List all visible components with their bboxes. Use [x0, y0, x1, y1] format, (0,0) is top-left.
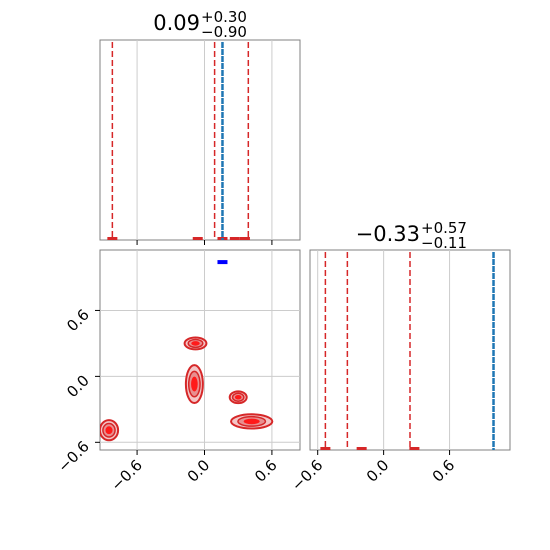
x-tick-label: 0.0 [184, 456, 214, 486]
joint-gridlines [100, 250, 300, 450]
histogram-y-gridlines [317, 250, 451, 450]
histogram-bar [320, 447, 331, 450]
y-tick-label: −0.6 [54, 437, 92, 475]
y-tick-label: 0.6 [63, 306, 93, 336]
histogram-y-marks [320, 252, 495, 450]
title-y-lower: −0.11 [421, 234, 467, 252]
title-x-upper: +0.30 [201, 8, 247, 26]
x-tick-label: 0.6 [251, 456, 281, 486]
joint-panel: −0.6 0.0 0.6 −0.6 0.0 0.6 [54, 249, 301, 495]
title-x-value: 0.09 [153, 11, 200, 35]
x-tick-label: 0.6 [429, 456, 459, 486]
contour-core [191, 376, 198, 392]
histogram-bar [192, 237, 203, 240]
contour-core [191, 341, 200, 346]
histogram-bar [229, 237, 240, 240]
histogram-x-gridlines [136, 40, 273, 240]
title-x-lower: −0.90 [201, 23, 247, 41]
histogram-bar [409, 447, 420, 450]
histogram-bar [356, 447, 367, 450]
joint-contours [100, 260, 274, 442]
joint-marks [100, 260, 274, 442]
y-tick-label: 0.0 [63, 371, 93, 401]
histogram-y-ticks: −0.6 0.0 0.6 [288, 450, 458, 495]
x-tick-label: 0.0 [363, 456, 393, 486]
histogram-x-ticks [136, 240, 273, 245]
truth-point [217, 260, 228, 265]
contour-core [234, 394, 242, 400]
x-tick-label: −0.6 [288, 456, 326, 494]
contour-core [243, 418, 260, 425]
histogram-x-marks [107, 42, 250, 240]
title-y-value: −0.33 [356, 222, 420, 246]
histogram-bar [239, 237, 250, 240]
histogram-bar [107, 237, 118, 240]
title-y-upper: +0.57 [421, 219, 467, 237]
contour-core [105, 426, 113, 435]
histogram-x-panel [99, 39, 301, 245]
x-tick-label: −0.6 [107, 456, 145, 494]
histogram-y-panel: −0.6 0.0 0.6 [288, 249, 511, 495]
histogram-x-frame [99, 39, 301, 241]
